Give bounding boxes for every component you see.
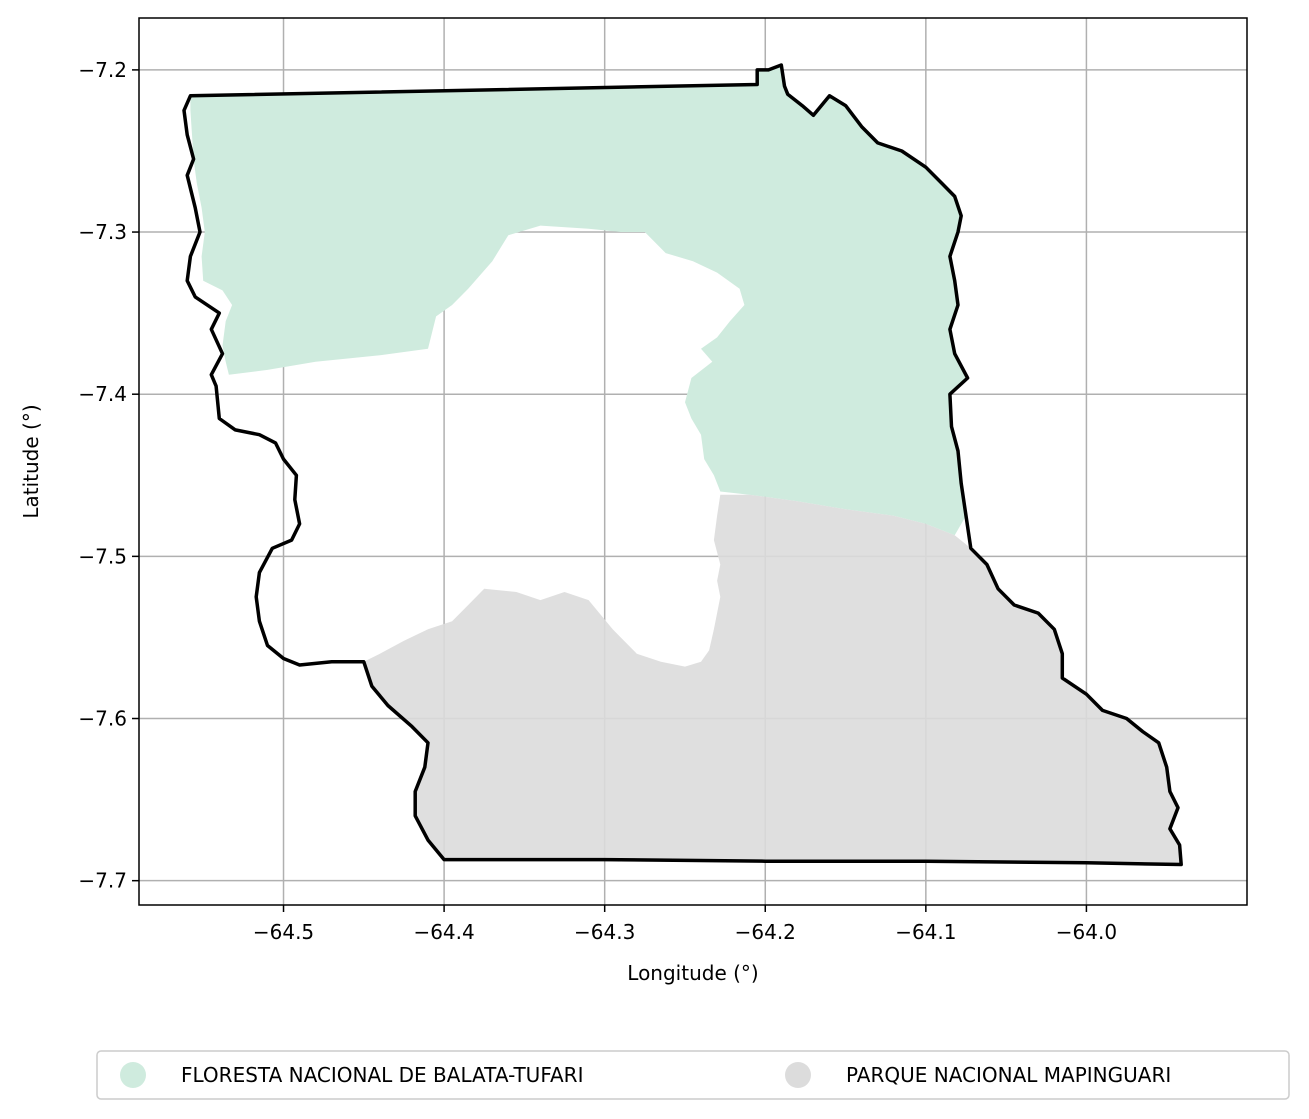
area-polygon-1-0 [363,494,1182,865]
plot-frame [138,17,1248,906]
x-axis-label: Longitude (°) [627,961,758,985]
legend-box [96,1050,1290,1100]
x-tick-label-1: −64.4 [413,920,474,944]
legend-label-floresta: FLORESTA NACIONAL DE BALATA-TUFARI [181,1063,583,1087]
y-axis-ticks: −7.2 −7.3 −7.4 −7.5 −7.6 −7.7 [78,58,139,893]
legend: FLORESTA NACIONAL DE BALATA-TUFARI PARQU… [96,1050,1290,1100]
legend-marker-parque [785,1062,811,1088]
x-tick-label-4: −64.1 [895,920,956,944]
x-tick-label-3: −64.2 [735,920,796,944]
y-tick-label-2: −7.4 [78,382,127,406]
x-tick-label-5: −64.0 [1056,920,1117,944]
y-tick-label-3: −7.5 [78,544,127,568]
legend-marker-floresta [120,1062,146,1088]
y-tick-label-1: −7.3 [78,220,127,244]
y-axis-label: Latitude (°) [19,404,43,518]
region-boundary [182,63,1183,867]
x-tick-label-0: −64.5 [253,920,314,944]
y-tick-label-0: −7.2 [78,58,127,82]
area-polygon-0-0 [190,65,968,536]
y-tick-label-5: −7.7 [78,869,127,893]
protected-areas [190,65,1182,865]
boundary-outline [182,63,1183,867]
legend-label-parque: PARQUE NACIONAL MAPINGUARI [846,1063,1171,1087]
x-tick-label-2: −64.3 [574,920,635,944]
y-tick-label-4: −7.6 [78,707,127,731]
x-axis-ticks: −64.5 −64.4 −64.3 −64.2 −64.1 −64.0 [253,905,1117,944]
